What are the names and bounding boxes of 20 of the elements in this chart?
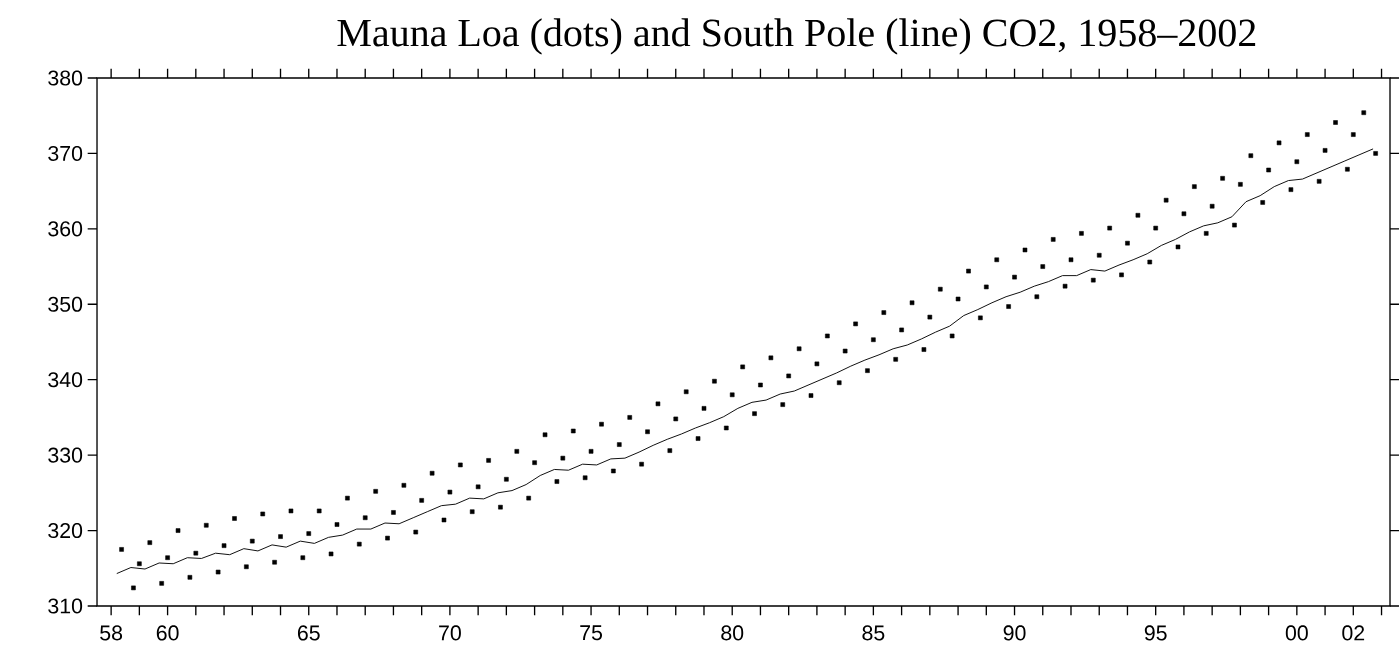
- y-tick-label: 350: [48, 296, 83, 312]
- y-tick-label: 360: [48, 221, 83, 237]
- x-tick-label: 65: [297, 625, 320, 641]
- y-tick-label: 370: [48, 145, 83, 161]
- x-tick-label: 60: [156, 625, 179, 641]
- x-tick-label: 85: [862, 625, 885, 641]
- x-tick-label: 02: [1342, 625, 1365, 641]
- y-tick-label: 380: [48, 70, 83, 86]
- y-tick-label: 310: [48, 598, 83, 614]
- x-tick-label: 95: [1144, 625, 1167, 641]
- x-tick-label: 75: [580, 625, 603, 641]
- chart-title: Mauna Loa (dots) and South Pole (line) CO2, 1958–2002: [337, 18, 1256, 55]
- x-tick-label: 70: [439, 625, 461, 641]
- x-tick-label: 90: [1003, 625, 1026, 641]
- y-tick-label: 330: [48, 447, 83, 463]
- x-tick-label: 80: [721, 625, 744, 641]
- x-tick-label: 58: [100, 625, 123, 641]
- y-tick-label: 320: [48, 523, 83, 539]
- x-tick-label: 00: [1285, 625, 1308, 641]
- y-tick-label: 340: [48, 372, 83, 388]
